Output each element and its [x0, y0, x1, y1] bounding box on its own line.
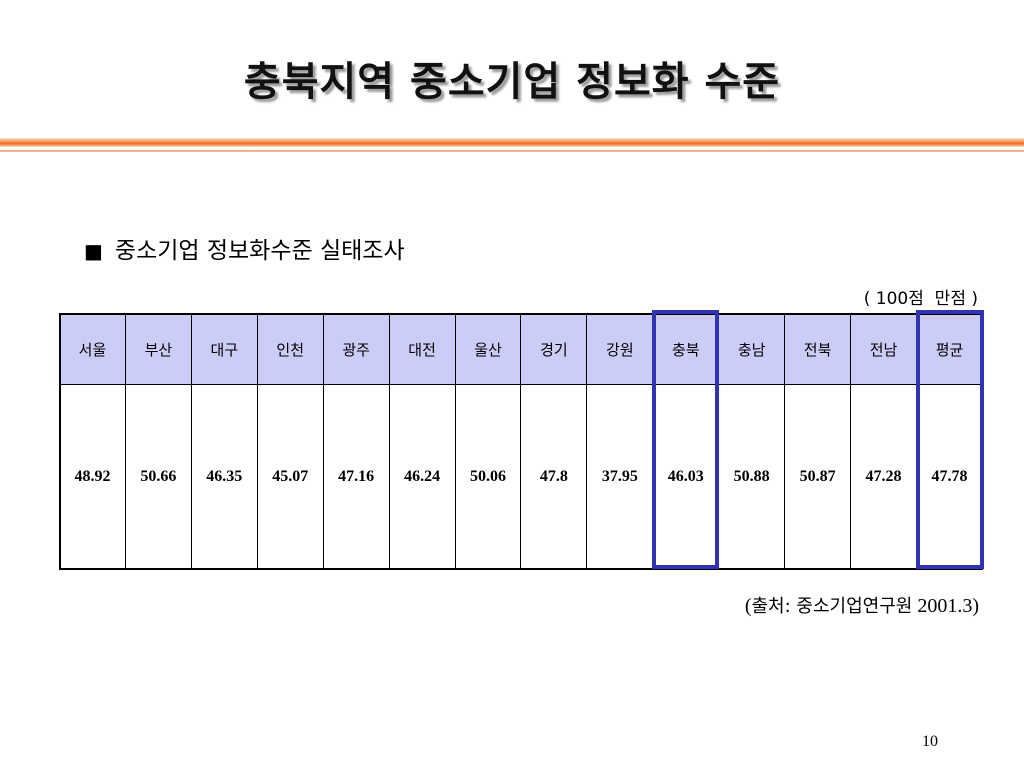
table-value-row: 48.92 50.66 46.35 45.07 47.16 46.24 50.0…	[59, 384, 984, 570]
table-header-row: 서울 부산 대구 인천 광주 대전 울산 경기 강원 충북 충남 전북 전남 평…	[59, 313, 984, 385]
source-open-paren: (	[744, 595, 752, 617]
header-cell: 대전	[388, 313, 456, 385]
header-cell: 평균	[915, 313, 984, 385]
value-cell: 50.66	[124, 384, 192, 570]
header-cell: 충남	[718, 313, 786, 385]
value-cell: 37.95	[586, 384, 654, 570]
section-heading-text: 중소기업 정보화수준 실태조사	[114, 238, 405, 264]
header-cell: 경기	[520, 313, 588, 385]
value-cell: 46.03	[652, 384, 720, 570]
source-date: 2001.3)	[917, 595, 979, 617]
value-cell: 46.35	[190, 384, 258, 570]
value-cell: 50.88	[718, 384, 786, 570]
title-underline-thin	[0, 150, 1024, 152]
value-cell: 47.78	[915, 384, 984, 570]
header-cell: 대구	[190, 313, 258, 385]
header-cell: 전북	[784, 313, 852, 385]
header-cell: 강원	[586, 313, 654, 385]
value-cell: 50.06	[454, 384, 522, 570]
slide-title: 충북지역 중소기업 정보화 수준	[243, 59, 781, 105]
value-cell: 46.24	[388, 384, 456, 570]
value-cell: 47.28	[850, 384, 917, 570]
header-cell: 광주	[322, 313, 390, 385]
value-cell: 45.07	[256, 384, 324, 570]
header-cell: 서울	[59, 313, 126, 385]
page-number: 10	[922, 733, 938, 750]
source-citation: (출처: 중소기업연구원 2001.3)	[745, 592, 979, 618]
header-cell: 인천	[256, 313, 324, 385]
value-cell: 48.92	[59, 384, 126, 570]
value-cell: 50.87	[784, 384, 852, 570]
header-cell: 울산	[454, 313, 522, 385]
value-cell: 47.16	[322, 384, 390, 570]
header-cell: 전남	[850, 313, 917, 385]
value-cell: 47.8	[520, 384, 588, 570]
score-scale-note: ( 100점 만점 )	[863, 289, 978, 309]
header-cell: 부산	[124, 313, 192, 385]
header-cell: 충북	[652, 313, 720, 385]
square-bullet-icon: ■	[84, 239, 103, 263]
title-underline-bar	[0, 138, 1024, 147]
source-label: 출처: 중소기업연구원	[751, 596, 913, 617]
section-heading: ■ 중소기업 정보화수준 실태조사	[84, 238, 405, 266]
regional-score-table: 서울 부산 대구 인천 광주 대전 울산 경기 강원 충북 충남 전북 전남 평…	[59, 313, 984, 570]
